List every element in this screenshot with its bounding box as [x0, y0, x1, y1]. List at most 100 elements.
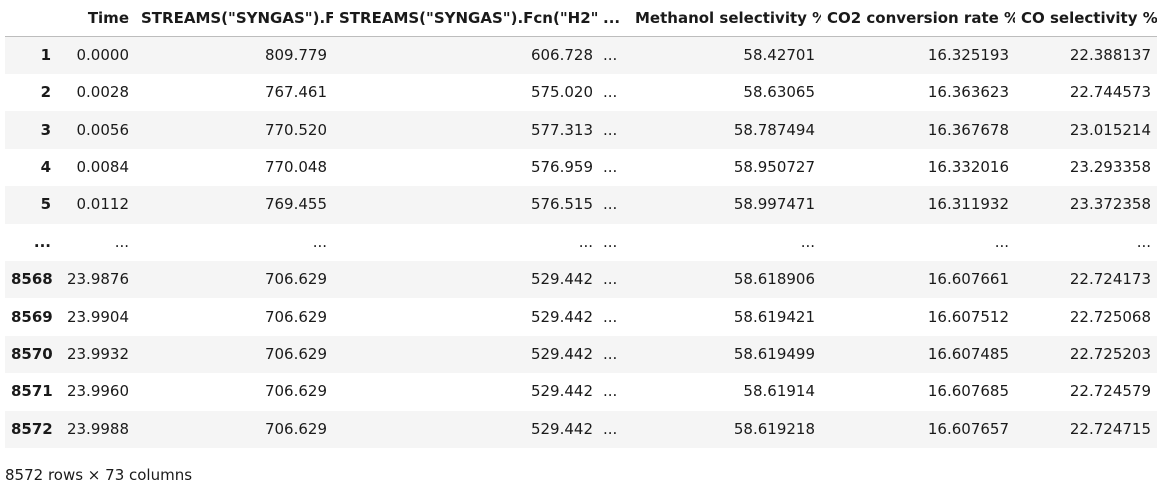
table-row: 8568 23.9876 706.629 529.442... 58.618906 16.…: [5, 260, 1157, 299]
cell-syngas-fcn-h2: ...: [578, 232, 593, 251]
cell-co-selectivity: 22.724715: [1069, 419, 1151, 438]
cell-co-selectivity: 22.388137: [1069, 46, 1151, 64]
row-index: 8569: [11, 307, 53, 326]
cell-methanol-selectivity: 58.950727: [733, 157, 815, 176]
header-index: [5, 0, 57, 37]
table-header: Time STREAMS("SYNGAS").F STREAMS("SYNGAS…: [5, 0, 1157, 37]
row-index: 5: [40, 195, 51, 214]
header-syngas-fcn-h2: STREAMS("SYNGAS").Fcn("H2"): [333, 0, 599, 37]
header-ellipsis: ...: [599, 0, 629, 37]
cell-time: ...: [114, 232, 129, 251]
cell-methanol-selectivity: 58.618906: [733, 270, 815, 289]
cell-syngas-fcn-h2: 529.442: [530, 419, 593, 438]
table-row: 4 0.0084 770.048 576.959... 58.950727 16.3320…: [5, 148, 1157, 187]
cell-ellipsis: ...: [603, 419, 618, 438]
cell-co2-conversion-rate: ...: [994, 232, 1009, 251]
cell-methanol-selectivity: ...: [800, 232, 815, 251]
cell-time: 23.9904: [66, 307, 129, 326]
cell-co-selectivity: 22.744573: [1069, 83, 1151, 102]
cell-syngas-f: 809.779: [264, 46, 327, 64]
cell-methanol-selectivity: 58.42701: [743, 46, 815, 64]
cell-co-selectivity: 22.724173: [1069, 270, 1151, 289]
cell-co2-conversion-rate: 16.311932: [927, 195, 1009, 214]
table-row: 3 0.0056 770.520 577.313... 58.787494 16.3676…: [5, 111, 1157, 149]
cell-syngas-f: 706.629: [264, 344, 327, 363]
cell-ellipsis: ...: [603, 344, 618, 363]
cell-time: 0.0056: [76, 120, 130, 139]
cell-co2-conversion-rate: 16.607512: [927, 307, 1009, 326]
table-row: ........................: [5, 223, 1157, 261]
cell-co-selectivity: 23.293358: [1069, 157, 1151, 176]
header-co-selectivity: CO selectivity %: [1015, 0, 1157, 37]
cell-ellipsis: ...: [603, 270, 618, 289]
table-body: 1 0.0000 809.779 606.728... 58.42701 16.32519…: [5, 36, 1157, 448]
table-row: 8570 23.9932 706.629 529.442... 58.619499 16.…: [5, 335, 1157, 374]
cell-methanol-selectivity: 58.63065: [743, 83, 815, 102]
cell-syngas-fcn-h2: 577.313: [530, 120, 593, 139]
cell-time: 23.9960: [66, 382, 129, 401]
cell-syngas-fcn-h2: 529.442: [530, 344, 593, 363]
cell-co-selectivity: 22.725068: [1069, 307, 1151, 326]
shape-summary: 8572 rows × 73 columns: [5, 466, 193, 484]
cell-syngas-fcn-h2: 576.515: [530, 195, 593, 214]
cell-syngas-f: 706.629: [264, 419, 327, 438]
cell-syngas-fcn-h2: 576.959: [530, 157, 593, 176]
cell-syngas-f: ...: [312, 232, 327, 251]
cell-co-selectivity: ...: [1136, 232, 1151, 251]
table-row: 5 0.0112 769.455 576.515... 58.997471 16.3119…: [5, 186, 1157, 224]
cell-syngas-f: 770.048: [264, 157, 327, 176]
cell-time: 0.0028: [76, 83, 130, 102]
cell-co2-conversion-rate: 16.325193: [927, 46, 1009, 64]
cell-time: 23.9932: [66, 344, 129, 363]
cell-ellipsis: ...: [603, 382, 618, 401]
row-index: 8568: [11, 270, 53, 289]
cell-co2-conversion-rate: 16.607485: [927, 344, 1009, 363]
cell-syngas-fcn-h2: 529.442: [530, 270, 593, 289]
header-methanol-selectivity: Methanol selectivity %: [629, 0, 821, 37]
table-row: 8571 23.9960 706.629 529.442... 58.61914 16.6…: [5, 373, 1157, 411]
cell-co2-conversion-rate: 16.607661: [927, 270, 1009, 289]
cell-syngas-fcn-h2: 529.442: [530, 307, 593, 326]
cell-ellipsis: ...: [603, 83, 618, 102]
cell-methanol-selectivity: 58.787494: [733, 120, 815, 139]
cell-syngas-fcn-h2: 606.728: [530, 46, 593, 64]
cell-ellipsis: ...: [603, 46, 618, 64]
cell-co2-conversion-rate: 16.607685: [927, 382, 1009, 401]
cell-methanol-selectivity: 58.619421: [733, 307, 815, 326]
cell-co-selectivity: 22.725203: [1069, 344, 1151, 363]
cell-time: 23.9988: [66, 419, 129, 438]
cell-syngas-f: 706.629: [264, 382, 327, 401]
header-row: Time STREAMS("SYNGAS").F STREAMS("SYNGAS…: [5, 0, 1157, 37]
cell-co-selectivity: 23.372358: [1069, 195, 1151, 214]
cell-co-selectivity: 23.015214: [1069, 120, 1151, 139]
dataframe-table: Time STREAMS("SYNGAS").F STREAMS("SYNGAS…: [5, 0, 1157, 448]
table-row: 2 0.0028 767.461 575.020... 58.63065 16.36362…: [5, 74, 1157, 112]
cell-co2-conversion-rate: 16.363623: [927, 83, 1009, 102]
cell-time: 0.0000: [76, 46, 130, 64]
row-index: 3: [40, 120, 51, 139]
cell-ellipsis: ...: [603, 232, 618, 251]
cell-syngas-f: 767.461: [264, 83, 327, 102]
cell-co-selectivity: 22.724579: [1069, 382, 1151, 401]
row-index: 8572: [11, 419, 53, 438]
cell-time: 23.9876: [66, 270, 129, 289]
header-syngas-f: STREAMS("SYNGAS").F: [135, 0, 333, 37]
cell-syngas-f: 706.629: [264, 270, 327, 289]
cell-methanol-selectivity: 58.61914: [743, 382, 815, 401]
header-co2-conversion-rate: CO2 conversion rate %: [821, 0, 1015, 37]
row-index: 1: [40, 46, 51, 64]
cell-time: 0.0112: [76, 195, 130, 214]
cell-co2-conversion-rate: 16.332016: [927, 157, 1009, 176]
cell-syngas-f: 770.520: [264, 120, 327, 139]
cell-time: 0.0084: [76, 157, 130, 176]
cell-ellipsis: ...: [603, 120, 618, 139]
row-index: 8570: [11, 344, 53, 363]
row-index: 2: [40, 83, 51, 102]
cell-syngas-fcn-h2: 575.020: [530, 83, 593, 102]
cell-syngas-fcn-h2: 529.442: [530, 382, 593, 401]
cell-ellipsis: ...: [603, 307, 618, 326]
table-row: 8572 23.9988 706.629 529.442... 58.619218 16.…: [5, 410, 1157, 448]
cell-co2-conversion-rate: 16.367678: [927, 120, 1009, 139]
table-row: 8569 23.9904 706.629 529.442... 58.619421 16.…: [5, 298, 1157, 336]
